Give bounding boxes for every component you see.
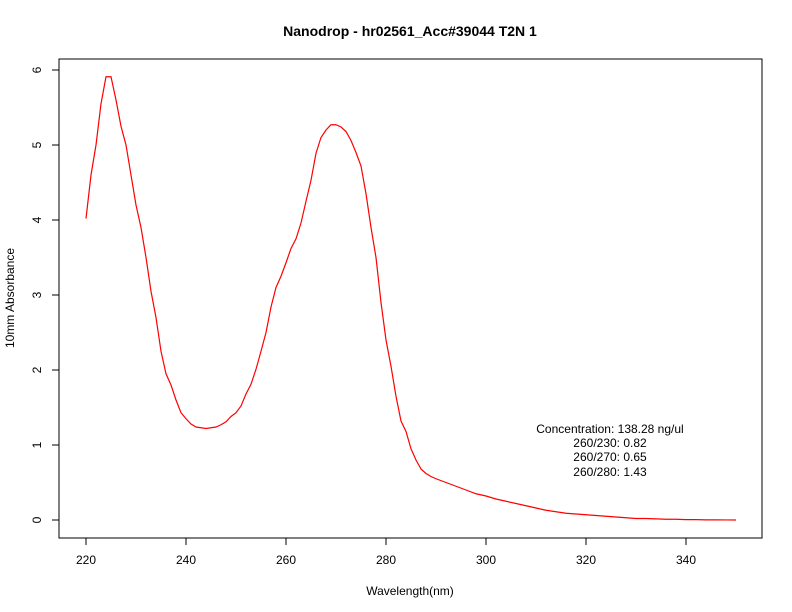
y-axis-label: 10mm Absorbance xyxy=(3,248,17,348)
annotation-block: Concentration: 138.28 ng/ul 260/230: 0.8… xyxy=(536,422,683,479)
y-tick-label: 3 xyxy=(30,291,44,298)
chart-title: Nanodrop - hr02561_Acc#39044 T2N 1 xyxy=(283,23,537,39)
annotation-260-270: 260/270: 0.65 xyxy=(573,450,647,464)
plot-frame xyxy=(58,58,763,539)
y-tick-label: 5 xyxy=(30,141,44,148)
annotation-260-280: 260/280: 1.43 xyxy=(573,465,647,479)
y-tick-label: 2 xyxy=(30,366,44,373)
x-tick-label: 220 xyxy=(76,553,96,567)
x-tick-label: 300 xyxy=(476,553,496,567)
x-axis: 220 240 260 280 300 320 340 xyxy=(76,538,696,567)
x-tick-label: 280 xyxy=(376,553,396,567)
absorbance-line xyxy=(85,76,737,521)
x-tick-label: 340 xyxy=(676,553,696,567)
annotation-concentration: Concentration: 138.28 ng/ul xyxy=(536,422,683,436)
x-tick-label: 320 xyxy=(576,553,596,567)
y-axis: 0 1 2 3 4 5 6 xyxy=(30,66,59,523)
y-tick-label: 1 xyxy=(30,441,44,448)
y-tick-label: 4 xyxy=(30,216,44,223)
x-tick-label: 240 xyxy=(176,553,196,567)
annotation-260-230: 260/230: 0.82 xyxy=(573,436,647,450)
y-tick-label: 0 xyxy=(30,516,44,523)
y-tick-label: 6 xyxy=(30,66,44,73)
x-axis-label: Wavelength(nm) xyxy=(366,584,454,598)
x-tick-label: 260 xyxy=(276,553,296,567)
